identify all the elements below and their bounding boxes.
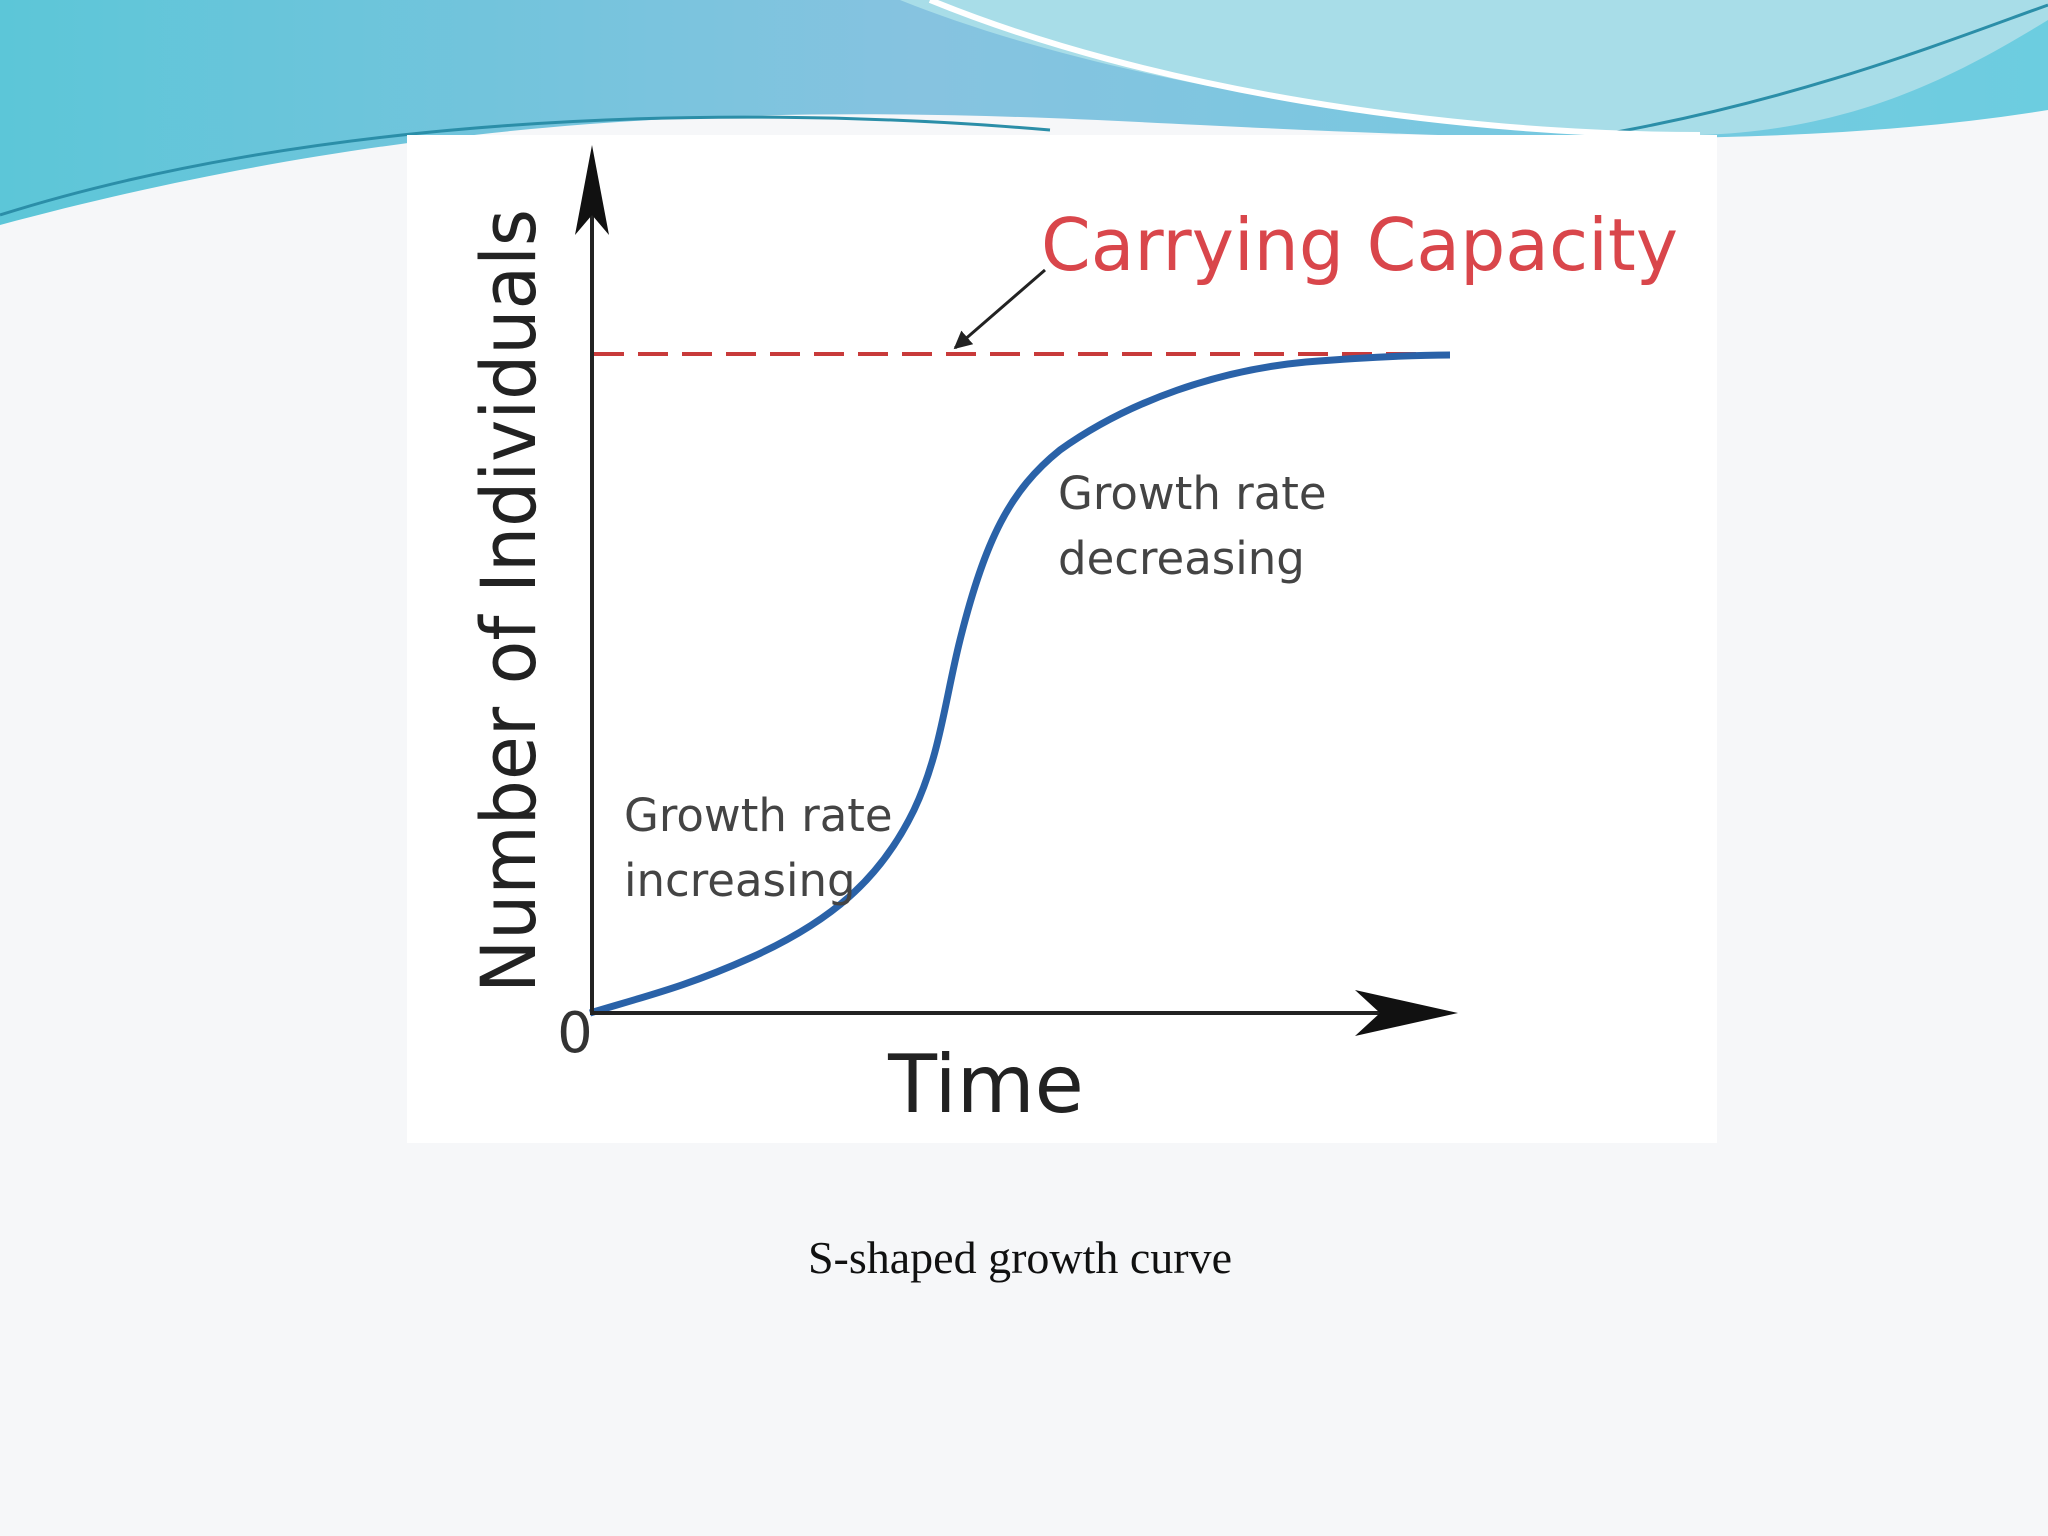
annotation: increasing [624, 854, 856, 907]
carrying-capacity-label: Carrying Capacity [1041, 203, 1678, 287]
x-axis-arrow [1355, 990, 1458, 1036]
annotation: Growth rate [624, 789, 893, 842]
y-axis-arrow [575, 145, 609, 235]
growth-curve [588, 351, 1451, 1017]
y-axis-label: Number of Individuals [464, 209, 553, 993]
annotation: Growth rate [1058, 467, 1327, 520]
origin-label: 0 [557, 1001, 593, 1066]
header-decoration [0, 0, 2048, 225]
annotation: decreasing [1058, 532, 1305, 585]
pointer-arrow [953, 268, 1046, 350]
caption: S-shaped growth curve [808, 1232, 1232, 1283]
x-axis-label: Time [887, 1038, 1084, 1131]
figure-background [407, 135, 1717, 1143]
